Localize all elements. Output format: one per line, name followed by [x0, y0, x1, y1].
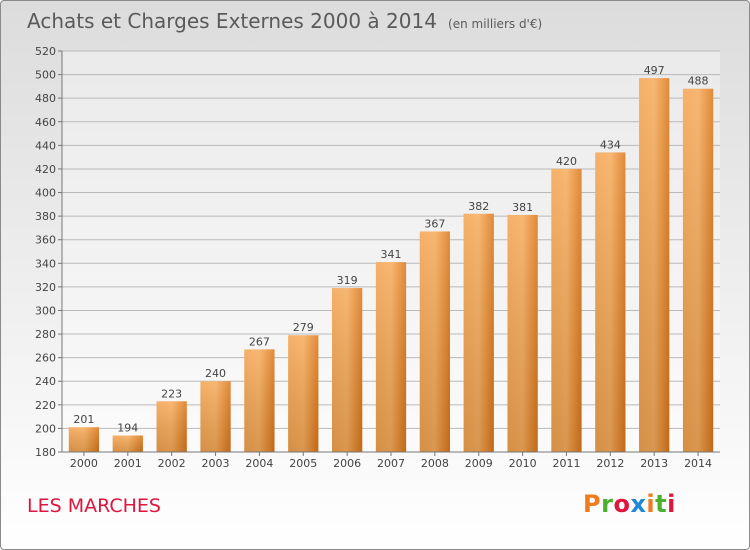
bar-value-label: 367 — [424, 217, 445, 230]
logo-letter: x — [630, 490, 647, 518]
x-tick-label: 2007 — [377, 457, 405, 470]
bar-shade — [595, 152, 626, 452]
bar-value-label: 488 — [688, 75, 709, 88]
logo-letter: P — [583, 490, 602, 518]
y-tick-label: 260 — [35, 352, 56, 365]
proxiti-logo: Proxiti — [583, 490, 676, 518]
bar-shade — [156, 401, 187, 452]
bar-shade — [463, 213, 494, 452]
x-tick-label: 2010 — [509, 457, 537, 470]
axes: 180 200 220 240 260 280 300 320 340 360 380 400 420 4… — [35, 45, 720, 470]
bar-shade — [112, 435, 143, 452]
logo-letter: i — [646, 490, 656, 518]
x-tick-label: 2002 — [158, 457, 186, 470]
x-tick-label: 2001 — [114, 457, 142, 470]
logo-letter: t — [655, 490, 668, 518]
chart-title: Achats et Charges Externes 2000 à 2014 — [27, 9, 437, 33]
logo-letter: i — [667, 490, 676, 518]
x-tick-label: 2004 — [245, 457, 273, 470]
bar-shade — [682, 88, 714, 452]
y-tick-label: 320 — [35, 281, 56, 294]
x-tick-label: 2006 — [333, 457, 361, 470]
x-tick-label: 2003 — [202, 457, 230, 470]
x-tick-label: 2012 — [596, 457, 624, 470]
logo-letter: r — [601, 490, 614, 518]
bars: 201 194 223 240 267 279 319 341 367 382 381 420 434 4… — [68, 64, 714, 453]
bar-value-label: 382 — [468, 200, 489, 213]
y-tick-label: 520 — [35, 45, 56, 58]
bar-shade — [68, 427, 100, 452]
bar-value-label: 201 — [73, 413, 94, 426]
bar-value-label: 420 — [556, 155, 577, 168]
y-tick-label: 460 — [35, 116, 56, 129]
y-tick-label: 440 — [35, 139, 56, 152]
bar-shade — [200, 381, 231, 452]
y-tick-label: 480 — [35, 92, 56, 105]
x-tick-label: 2011 — [552, 457, 580, 470]
bar-value-label: 223 — [161, 387, 182, 400]
bar-value-label: 434 — [600, 138, 621, 151]
y-tick-label: 360 — [35, 234, 56, 247]
chart-subtitle: (en milliers d'€) — [448, 17, 543, 31]
x-tick-label: 2014 — [684, 457, 712, 470]
y-tick-label: 220 — [35, 399, 56, 412]
y-tick-label: 180 — [35, 446, 56, 459]
y-tick-label: 380 — [35, 210, 56, 223]
x-tick-label: 2005 — [289, 457, 317, 470]
y-tick-label: 280 — [35, 328, 56, 341]
y-tick-label: 300 — [35, 304, 56, 317]
bar-shade — [507, 214, 538, 452]
bar-value-label: 341 — [381, 248, 402, 261]
bar-value-label: 497 — [644, 64, 665, 77]
bar-shade — [419, 231, 451, 452]
y-tick-label: 420 — [35, 163, 56, 176]
bar-value-label: 381 — [512, 201, 533, 214]
bar-value-label: 319 — [337, 274, 358, 287]
y-tick-label: 200 — [35, 422, 56, 435]
bar-shade — [375, 262, 407, 452]
commune-name: LES MARCHES — [27, 495, 161, 517]
y-tick-label: 400 — [35, 187, 56, 200]
x-tick-label: 2000 — [70, 457, 98, 470]
bar-shade — [288, 335, 319, 452]
bar-value-label: 279 — [293, 321, 314, 334]
bar-value-label: 267 — [249, 335, 270, 348]
logo-letter: o — [613, 490, 631, 518]
x-tick-label: 2008 — [421, 457, 449, 470]
y-tick-label: 500 — [35, 69, 56, 82]
x-tick-label: 2009 — [465, 457, 493, 470]
bar-value-label: 240 — [205, 367, 226, 380]
bar-shade — [244, 349, 275, 452]
y-tick-label: 240 — [35, 375, 56, 388]
bar-shade — [551, 168, 582, 453]
bar-shade — [639, 78, 670, 453]
x-tick-label: 2013 — [640, 457, 668, 470]
y-tick-label: 340 — [35, 257, 56, 270]
bar-shade — [331, 288, 363, 452]
chart-title-block: Achats et Charges Externes 2000 à 2014 (… — [27, 9, 542, 33]
bar-value-label: 194 — [117, 421, 138, 434]
